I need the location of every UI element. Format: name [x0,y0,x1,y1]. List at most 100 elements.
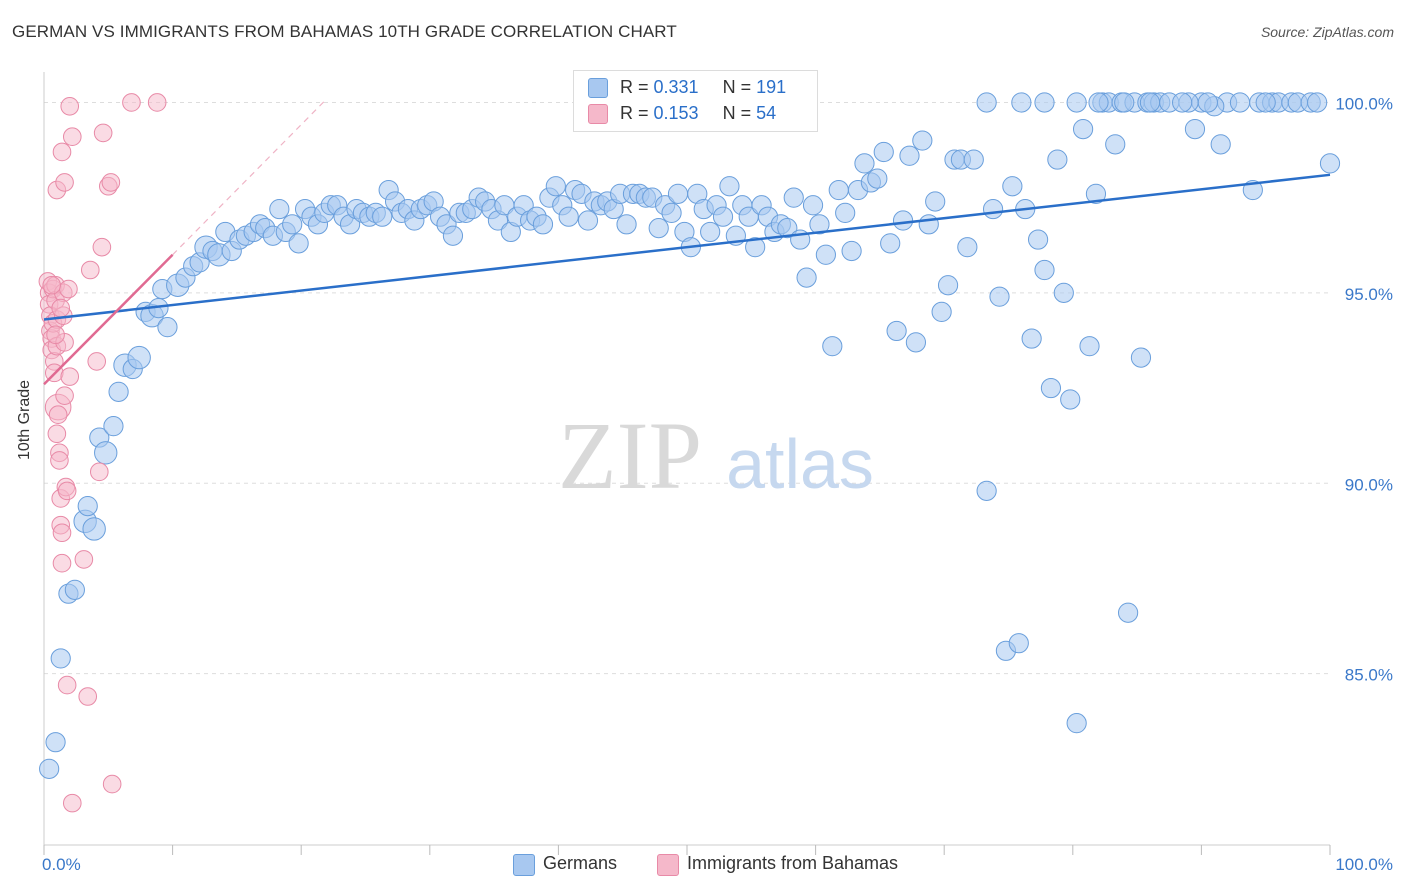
y-tick-label: 90.0% [1345,475,1393,494]
data-point-bahamas [51,298,71,318]
legend-swatch-blue [513,854,535,876]
legend-swatch-pink [588,104,608,124]
data-point-germans [1047,149,1068,170]
data-point-germans [867,168,888,189]
data-point-germans [1060,389,1081,410]
data-point-germans [905,332,927,353]
stats-legend: R = 0.331 N = 191 R = 0.153 N = 54 [573,70,818,132]
data-point-germans [777,218,798,239]
data-point-germans [1008,633,1029,654]
data-point-germans [1040,377,1062,399]
data-point-germans [899,145,920,166]
data-point-germans [1053,282,1074,303]
data-point-germans [745,237,766,258]
data-point-germans [577,210,599,231]
data-point-germans [1197,92,1218,113]
legend-label-bahamas: Immigrants from Bahamas [687,853,899,873]
data-point-bahamas [78,687,98,706]
watermark: ZIP atlas [558,402,874,509]
watermark-zip: ZIP [558,402,702,509]
legend-row-bahamas: R = 0.153 N = 54 [588,103,808,125]
data-point-germans [835,202,856,223]
data-point-germans [372,206,393,227]
data-point-germans [1034,92,1055,113]
data-point-germans [103,416,124,437]
data-point-bahamas [89,462,109,482]
data-point-bahamas [122,93,141,112]
data-point-bahamas [102,774,122,794]
data-point-germans [963,149,984,170]
data-point-germans [1085,183,1107,204]
data-point-germans [925,191,946,212]
y-axis-label: 10th Grade [16,379,33,460]
data-point-germans [796,267,817,288]
data-point-germans [1229,92,1251,113]
series-bahamas [38,93,167,813]
data-point-germans [64,579,85,600]
data-point-germans [802,195,824,216]
data-point-germans [1021,328,1042,349]
data-point-germans [1002,176,1023,197]
data-point-germans [39,758,60,779]
source-label: Source: ZipAtlas.com [1260,24,1394,40]
data-point-bahamas [57,481,77,501]
data-point-germans [648,218,669,239]
data-point-bahamas [93,123,113,143]
trend-line-germans [43,173,1331,321]
data-point-bahamas [47,424,67,444]
data-point-bahamas [52,142,72,162]
data-point-germans [809,214,830,235]
data-point-bahamas [52,523,72,543]
data-point-germans [918,214,939,235]
data-point-bahamas [59,279,78,299]
data-point-germans [1088,92,1109,113]
legend-n-label: N = [722,77,757,97]
legend-n-value: 54 [756,103,777,123]
data-point-germans [854,153,875,174]
trend-line-bahamas [43,253,174,386]
data-point-germans [94,441,118,465]
data-point-germans [1172,92,1193,113]
trend-lines [43,98,1331,386]
data-point-germans [886,320,907,342]
data-point-germans [288,233,309,254]
trend-extension-bahamas [172,98,328,256]
data-point-germans [957,237,978,258]
watermark-atlas: atlas [726,425,874,503]
y-tick-label: 100.0% [1335,94,1393,113]
data-point-germans [661,202,682,223]
data-point-germans [1079,336,1100,357]
data-point-bahamas [92,237,112,257]
data-point-germans [127,345,151,370]
legend-r-label: R = [620,103,654,123]
y-tick-label: 85.0% [1345,666,1393,685]
data-point-germans [1011,92,1032,113]
legend-r-label: R = [620,77,654,97]
data-point-germans [1027,229,1049,250]
data-point-germans [1034,259,1055,281]
data-point-germans [815,244,836,265]
data-point-germans [976,92,997,113]
data-point-bahamas [74,550,94,569]
y-tick-label: 95.0% [1345,285,1393,304]
data-point-germans [1117,602,1139,623]
data-point-germans [616,214,637,235]
data-point-bahamas [46,325,65,345]
legend-n-label: N = [722,103,757,123]
data-point-germans [1066,713,1087,734]
data-point-germans [1130,347,1152,368]
data-point-germans [1307,92,1328,113]
data-point-germans [880,233,901,254]
series-germans [39,92,1341,779]
data-point-germans [1139,92,1161,113]
data-point-germans [937,275,959,296]
data-point-bahamas [60,367,80,386]
data-point-bahamas [55,173,74,192]
data-point-germans [976,480,997,501]
data-point-bahamas [52,553,72,573]
data-point-germans [700,221,721,243]
data-point-germans [822,336,843,357]
data-point-germans [1114,92,1135,113]
data-point-germans [45,732,66,753]
